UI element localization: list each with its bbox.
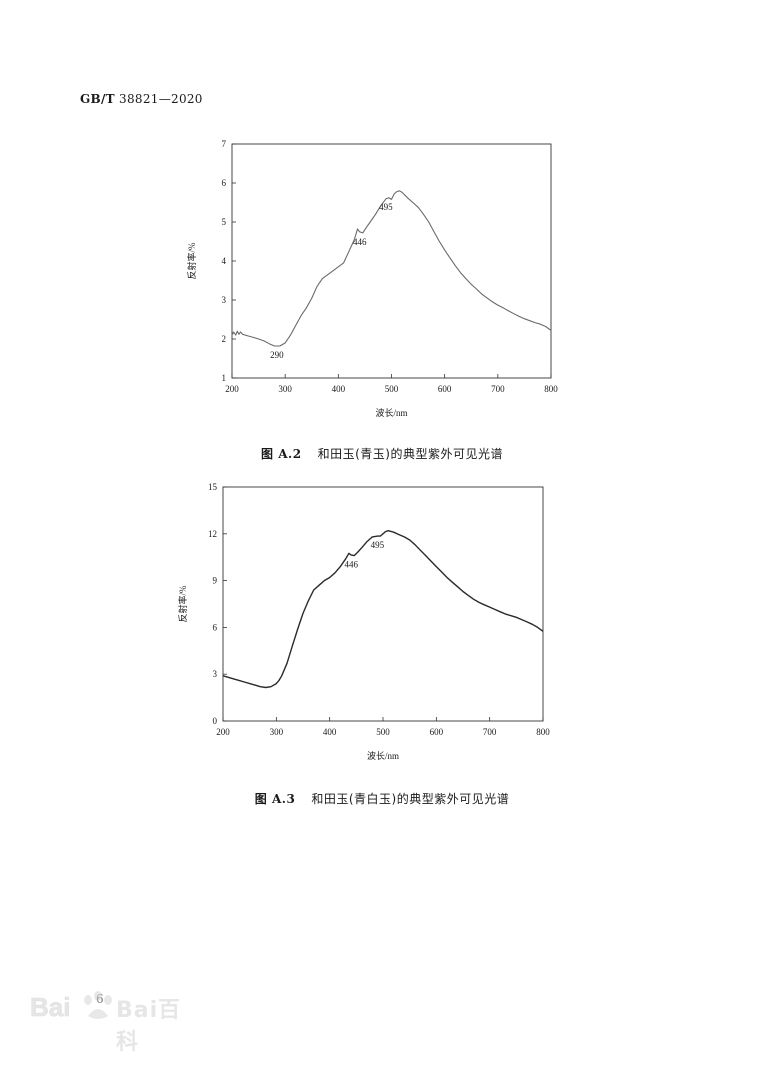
y-tick-label: 3 <box>213 669 218 679</box>
figure-number: 图 A.3 <box>254 792 296 806</box>
y-tick-label: 2 <box>222 334 227 344</box>
standard-code-prefix: GB/T <box>80 92 115 106</box>
plot-frame <box>231 143 552 379</box>
spectrum-line <box>222 530 544 689</box>
y-tick-label: 3 <box>222 295 227 305</box>
standard-code-number: 38821—2020 <box>119 92 203 106</box>
peak-label: 446 <box>344 560 358 570</box>
figure-number: 图 A.2 <box>261 447 302 461</box>
peak-label: 290 <box>270 350 284 360</box>
y-axis-label: 反射率/% <box>186 242 197 280</box>
x-axis-label: 波长/nm <box>375 407 407 418</box>
svg-text:Bai: Bai <box>30 992 70 1022</box>
y-tick-label: 4 <box>222 256 227 266</box>
spectrum-line <box>231 190 552 347</box>
uv-vis-spectrum-chart-qingbaiyu: 200 300 400 500 600 700 800 0 3 6 9 12 15 波长/nm 反射率/% 4… <box>177 482 550 761</box>
x-tick-label: 300 <box>270 727 284 737</box>
y-tick-label: 1 <box>222 373 227 383</box>
figure-caption-a3: 图 A.3 和田玉(青白玉)的典型紫外可见光谱 <box>0 790 764 807</box>
x-tick-label: 200 <box>216 727 230 737</box>
watermark-text: Bai百科 <box>116 998 182 1055</box>
y-tick-label: 12 <box>208 529 217 539</box>
x-tick-label: 600 <box>430 727 444 737</box>
x-tick-label: 400 <box>323 727 337 737</box>
figure-caption-text: 和田玉(青白玉)的典型紫外可见光谱 <box>311 792 510 806</box>
y-tick-label: 9 <box>213 576 218 586</box>
uv-vis-spectrum-chart-qingyu: 200 300 400 500 600 700 800 1 2 3 4 5 6 7 波长/nm 反射率/% 29… <box>186 139 558 418</box>
peak-label: 495 <box>371 540 385 550</box>
baidu-baike-watermark: Bai Bai百科 <box>30 986 190 1055</box>
y-axis-label: 反射率/% <box>177 585 188 623</box>
y-tick-label: 5 <box>222 217 227 227</box>
peak-label: 446 <box>353 237 367 247</box>
x-tick-label: 700 <box>491 384 505 394</box>
baidu-paw-icon: Bai <box>30 991 112 1022</box>
figure-caption-a2: 图 A.2 和田玉(青玉)的典型紫外可见光谱 <box>0 445 764 462</box>
standard-code: GB/T 38821—2020 <box>80 92 203 106</box>
x-tick-label: 500 <box>376 727 390 737</box>
peak-label: 495 <box>379 202 393 212</box>
x-axis-label: 波长/nm <box>367 750 399 761</box>
y-tick-label: 0 <box>213 716 218 726</box>
x-tick-label: 200 <box>225 384 239 394</box>
x-tick-label: 500 <box>385 384 399 394</box>
x-tick-label: 800 <box>544 384 558 394</box>
y-tick-label: 7 <box>222 139 227 149</box>
x-tick-label: 800 <box>536 727 550 737</box>
y-tick-label: 6 <box>213 622 218 632</box>
x-tick-label: 600 <box>438 384 452 394</box>
y-tick-label: 6 <box>222 178 227 188</box>
y-tick-label: 15 <box>208 482 218 492</box>
figure-caption-text: 和田玉(青玉)的典型紫外可见光谱 <box>317 447 503 461</box>
x-tick-label: 700 <box>483 727 497 737</box>
x-tick-label: 400 <box>332 384 346 394</box>
x-tick-label: 300 <box>278 384 292 394</box>
